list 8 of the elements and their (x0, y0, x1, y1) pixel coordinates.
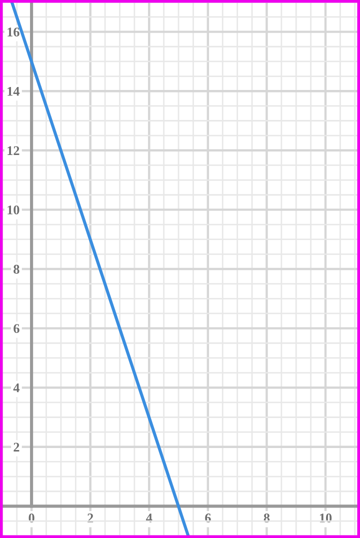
y-tick-label: 2 (14, 442, 20, 452)
y-tick-label: 14 (8, 86, 20, 96)
y-tick-label: 8 (14, 264, 20, 274)
y-tick-label: 4 (13, 383, 20, 392)
y-tick-label: 16 (8, 28, 20, 37)
y-tick-label: 10 (8, 206, 20, 214)
y-tick-label: 12 (8, 146, 20, 155)
y-tick-label: 6 (14, 324, 20, 334)
